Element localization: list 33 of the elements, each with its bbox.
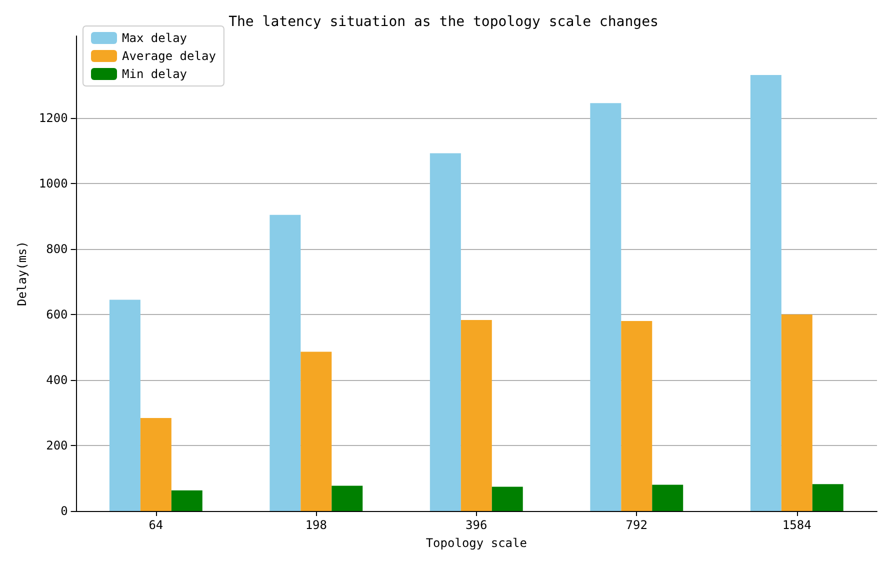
y-tick-label: 200 <box>46 438 68 452</box>
bar <box>492 486 523 511</box>
bar <box>430 153 461 511</box>
x-axis-title: Topology scale <box>426 536 527 550</box>
y-tick-label: 0 <box>60 504 68 518</box>
y-tick-label: 800 <box>46 242 68 256</box>
chart-title: The latency situation as the topology scale changes <box>228 14 658 30</box>
bar <box>652 484 684 511</box>
y-tick-label: 1000 <box>38 176 68 190</box>
bar <box>781 314 812 511</box>
x-tick-label: 396 <box>466 518 488 532</box>
bar <box>300 352 332 511</box>
bar <box>590 103 622 511</box>
y-tick-label: 1200 <box>38 110 68 125</box>
legend-label: Average delay <box>122 49 216 63</box>
bar <box>140 418 172 511</box>
legend-label: Min delay <box>122 67 188 81</box>
y-tick-label: 400 <box>46 372 68 387</box>
x-tick-label: 198 <box>305 518 328 532</box>
bar <box>621 321 652 511</box>
x-tick-label: 64 <box>148 518 164 532</box>
bar <box>332 486 363 511</box>
x-tick-label: 792 <box>626 518 648 532</box>
bar <box>812 484 844 511</box>
x-tick-label: 1584 <box>782 518 812 532</box>
bar <box>460 320 492 511</box>
bar <box>270 214 301 511</box>
bar <box>750 74 782 511</box>
legend-label: Max delay <box>122 31 188 45</box>
y-axis-title: Delay(ms) <box>15 240 29 306</box>
bar <box>171 490 202 511</box>
y-tick-label: 600 <box>46 307 68 322</box>
bar <box>109 300 140 511</box>
